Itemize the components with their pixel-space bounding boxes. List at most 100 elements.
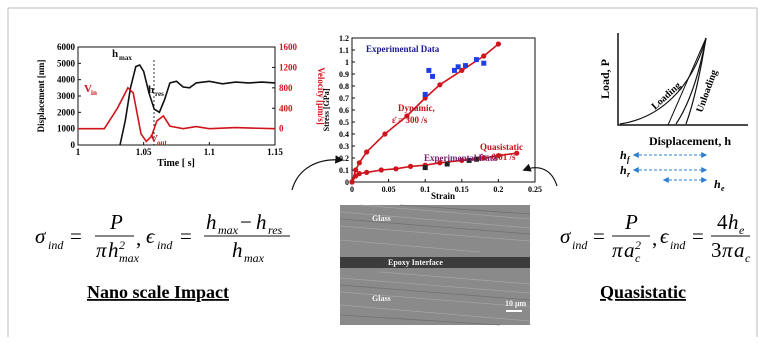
data-point <box>393 166 398 171</box>
data-point <box>408 164 413 169</box>
eq-symbol: σ <box>560 224 572 248</box>
caption: Quasistatic <box>600 282 686 302</box>
eq-sup: 2 <box>635 238 641 252</box>
eq-operator: , <box>136 226 141 250</box>
eq-symbol: P <box>109 210 123 234</box>
y-tick-label: 0.6 <box>339 106 349 115</box>
eq-sub: max <box>244 251 265 265</box>
y-tick-label: 1.2 <box>339 34 349 43</box>
y-tick-label: 5000 <box>57 58 76 68</box>
x-tick-label: 1.05 <box>136 147 152 157</box>
eq-symbol: ϵ <box>660 224 670 248</box>
eq-sub: ind <box>157 238 173 252</box>
y-tick-label: 0.5 <box>339 118 349 127</box>
eq-operator: , <box>652 226 657 250</box>
y-tick-label: 1 <box>345 58 349 67</box>
eq-symbol: P <box>624 210 638 234</box>
y-tick-label: 1000 <box>57 124 76 134</box>
axis-label: Displacement, h <box>649 134 731 148</box>
data-point <box>357 171 362 176</box>
eq-symbol: π <box>722 238 733 262</box>
equation-impact: σ ind = P π h max 2 , ϵ ind = h max − h … <box>35 210 290 265</box>
y2-tick-label: 800 <box>279 83 293 93</box>
eq-sub: c <box>745 251 751 265</box>
eq-operator: = <box>180 224 192 248</box>
y-tick-label: 0.2 <box>339 154 349 163</box>
x-tick-label: 0.15 <box>455 185 469 194</box>
eq-sub: ind <box>48 238 64 252</box>
data-point <box>456 64 461 69</box>
eq-operator: = <box>70 224 82 248</box>
eq-symbol: ϵ <box>146 224 156 248</box>
data-point <box>364 149 369 154</box>
data-point <box>481 53 486 58</box>
series-line <box>120 65 275 145</box>
eq-symbol: σ <box>35 224 47 248</box>
eq-sub: ind <box>572 238 588 252</box>
y-tick-label: 3000 <box>57 91 76 101</box>
eq-symbol: a <box>734 238 745 262</box>
annotation: Quasistatic <box>480 142 523 152</box>
y2-tick-label: 1600 <box>279 42 298 52</box>
data-point <box>349 179 354 184</box>
micrograph-label: Glass <box>372 294 391 303</box>
annotation: h <box>148 84 154 96</box>
eq-operator: = <box>593 224 605 248</box>
y-tick-label: 0 <box>345 178 349 187</box>
eq-operator: − <box>240 210 252 234</box>
data-point <box>463 63 468 68</box>
eq-sub: res <box>268 223 283 237</box>
depth-label: r <box>627 170 631 179</box>
x-tick-label: 1 <box>76 147 81 157</box>
x-tick-label: 0.1 <box>420 185 430 194</box>
data-point <box>364 170 369 175</box>
annotation-sub: max <box>119 54 132 62</box>
eq-symbol: h <box>256 210 267 234</box>
y-tick-label: 0.1 <box>339 166 349 175</box>
depth-label: h <box>620 148 627 162</box>
data-point <box>437 82 442 87</box>
annotation: Experimental Data <box>424 153 498 163</box>
curve-label: Loading <box>650 80 684 112</box>
eq-sub: ind <box>670 238 686 252</box>
micrograph-label: 10 μm <box>505 299 527 308</box>
y2-tick-label: 1200 <box>279 62 298 72</box>
curve-label: Unloading <box>694 68 720 114</box>
data-point <box>430 74 435 79</box>
y-axis-label: Displacement [nm] <box>36 60 46 133</box>
x-tick-label: 0.25 <box>528 185 542 194</box>
y2-tick-label: 400 <box>279 103 293 113</box>
x-tick-label: 0.05 <box>382 185 396 194</box>
x-axis-label: Time [ s] <box>157 158 195 169</box>
x-tick-label: 1.15 <box>267 147 283 157</box>
annotation: Experimental Data <box>366 44 440 54</box>
depth-label: h <box>714 177 721 191</box>
eq-sub: max <box>218 223 239 237</box>
eq-operator: = <box>692 224 704 248</box>
eq-symbol: h <box>232 238 243 262</box>
y-tick-label: 0.8 <box>339 82 349 91</box>
annotation: ε̇ = 300 /s <box>392 115 428 125</box>
chart: 00.10.20.30.40.50.60.70.80.911.11.200.05… <box>322 34 542 201</box>
x-tick-label: 1.1 <box>204 147 216 157</box>
y-tick-label: 0.7 <box>339 94 349 103</box>
eq-sub: e <box>739 223 745 237</box>
schematic: Load, P Displacement, h Loading Unloadin… <box>598 33 748 193</box>
y-tick-label: 6000 <box>57 42 76 52</box>
y-tick-label: 0.3 <box>339 142 349 151</box>
y-tick-label: 4000 <box>57 75 76 85</box>
depth-label: h <box>620 163 627 177</box>
x-tick-label: 0 <box>350 185 354 194</box>
arrow <box>524 168 557 186</box>
data-point <box>423 165 428 170</box>
y-tick-label: 1.1 <box>339 46 349 55</box>
eq-symbol: 3 <box>711 238 722 262</box>
eq-symbol: π <box>96 238 107 262</box>
y-tick-label: 0.4 <box>339 130 349 139</box>
eq-sub: c <box>635 251 641 265</box>
eq-symbol: h <box>728 210 739 234</box>
depth-label: f <box>627 155 631 164</box>
micrograph-label: Epoxy Interface <box>388 258 443 267</box>
annotation: Dynamic, <box>398 103 435 113</box>
